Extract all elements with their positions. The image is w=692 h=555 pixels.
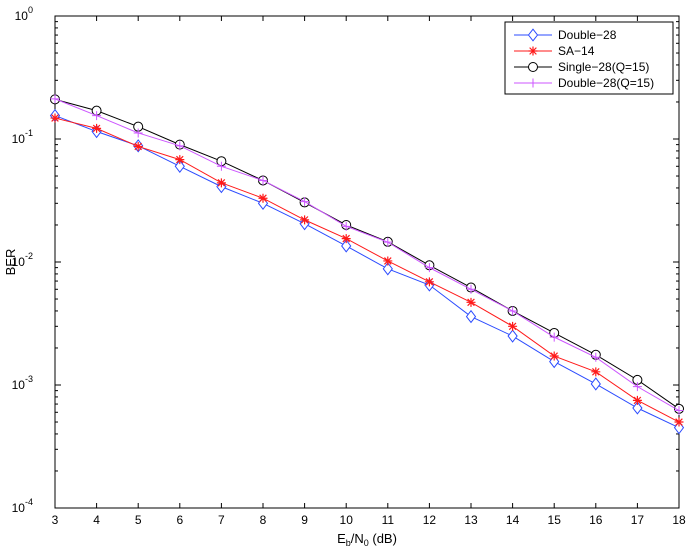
series-line (54, 115, 680, 429)
series-3 (50, 94, 684, 416)
data-point (50, 113, 60, 123)
data-point (258, 175, 268, 185)
data-point (674, 406, 684, 416)
data-point (341, 221, 351, 231)
data-point (632, 401, 643, 415)
y-tick-label-exponent: -2 (25, 251, 33, 261)
data-point (383, 256, 393, 266)
y-axis-label: BER (3, 249, 18, 276)
series-1 (50, 113, 684, 427)
data-point (590, 377, 601, 391)
legend-entries: Double−28 SA−14 Single−28(Q=15) Double−28(Q… (514, 28, 654, 90)
y-tick-label-exponent: -3 (25, 374, 33, 384)
data-point (383, 237, 393, 247)
x-tick-label: 14 (506, 513, 520, 527)
legend-marker (528, 78, 538, 88)
data-point (507, 329, 518, 343)
legend-entry: Double−28(Q=15) (514, 76, 654, 90)
y-tick-label-exponent: -1 (25, 128, 33, 138)
legend-entry: Single−28(Q=15) (514, 60, 649, 74)
data-point (549, 332, 559, 342)
data-point (466, 284, 476, 294)
series-layer (49, 94, 685, 435)
x-axis-label-suffix: (dB) (369, 531, 397, 546)
data-point (632, 395, 642, 405)
data-point (92, 123, 102, 133)
data-point (591, 352, 601, 362)
x-tick-label: 7 (218, 513, 225, 527)
x-tick-label: 16 (589, 513, 603, 527)
x-tick-label: 3 (52, 513, 59, 527)
data-point (424, 263, 434, 273)
ticks: 3 4 5 6 7 8 9 10 11 12 13 14 15 16 17 1810010-110-210-3… (12, 5, 686, 527)
legend-marker (528, 46, 538, 56)
y-tick-label: 10-1 (12, 128, 33, 146)
legend-label: Double−28(Q=15) (558, 76, 654, 90)
x-tick-label: 9 (301, 513, 308, 527)
data-point (258, 193, 268, 203)
series-line (54, 117, 680, 423)
data-point (341, 234, 351, 244)
data-point (591, 367, 601, 377)
legend: Double−28 SA−14 Single−28(Q=15) Double−28(Q… (504, 21, 674, 95)
data-point (424, 277, 434, 287)
x-tick-label: 8 (260, 513, 267, 527)
legend-entry: Double−28 (514, 28, 617, 42)
x-tick-label: 10 (340, 513, 354, 527)
y-tick-label: 100 (15, 5, 33, 23)
x-tick-label: 5 (135, 513, 142, 527)
legend-label: Double−28 (558, 28, 617, 42)
series-line (54, 98, 680, 411)
x-axis-label-sub1: b (346, 538, 351, 548)
data-point (300, 197, 310, 207)
legend-entry: SA−14 (514, 44, 595, 58)
data-point (175, 141, 185, 151)
data-point (216, 178, 226, 188)
y-tick-label: 10-3 (12, 374, 33, 392)
data-point (674, 417, 684, 427)
data-point (133, 128, 143, 138)
y-tick-label: 10-4 (12, 497, 33, 515)
data-point (175, 155, 185, 165)
x-tick-label: 17 (631, 513, 645, 527)
legend-marker (527, 28, 539, 42)
legend-label: Single−28(Q=15) (558, 60, 649, 74)
x-tick-label: 11 (382, 513, 395, 527)
data-point (174, 159, 185, 173)
data-point (92, 111, 102, 121)
legend-label: SA−14 (558, 44, 595, 58)
data-point (466, 297, 476, 307)
data-point (508, 321, 518, 331)
x-tick-label: 6 (176, 513, 183, 527)
data-point (300, 215, 310, 225)
data-point (508, 306, 518, 316)
legend-marker (528, 62, 538, 72)
x-tick-label: 12 (423, 513, 437, 527)
x-tick-label: 13 (464, 513, 478, 527)
y-tick-label-exponent: -4 (25, 497, 33, 507)
x-axis-label-mid: /N (351, 531, 364, 546)
data-point (382, 262, 393, 276)
series-line (54, 98, 680, 410)
x-axis-label-sub2: 0 (364, 538, 369, 548)
data-point (50, 94, 60, 104)
x-axis-label-base: E (337, 531, 346, 546)
data-point (133, 141, 143, 151)
x-tick-label: 18 (672, 513, 686, 527)
x-tick-label: 4 (93, 513, 100, 527)
data-point (341, 239, 352, 253)
data-point (465, 309, 477, 324)
data-point (632, 382, 642, 392)
data-point (216, 161, 226, 171)
y-tick-label-exponent: 0 (28, 5, 33, 15)
plot-area (54, 15, 680, 509)
x-axis-label: Eb/N0 (dB) (337, 531, 397, 548)
data-point (549, 351, 559, 361)
x-tick-label: 15 (548, 513, 562, 527)
